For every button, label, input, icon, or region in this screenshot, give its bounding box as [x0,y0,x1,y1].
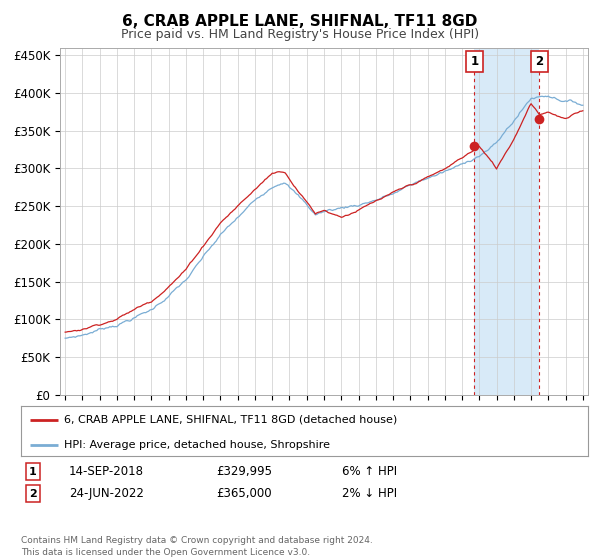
Text: £329,995: £329,995 [216,465,272,478]
Text: 1: 1 [29,466,37,477]
Text: 6, CRAB APPLE LANE, SHIFNAL, TF11 8GD: 6, CRAB APPLE LANE, SHIFNAL, TF11 8GD [122,14,478,29]
Text: 2: 2 [29,489,37,499]
Text: Contains HM Land Registry data © Crown copyright and database right 2024.
This d: Contains HM Land Registry data © Crown c… [21,536,373,557]
Text: 6% ↑ HPI: 6% ↑ HPI [342,465,397,478]
Text: 2: 2 [535,55,544,68]
Text: £365,000: £365,000 [216,487,272,501]
Text: 2% ↓ HPI: 2% ↓ HPI [342,487,397,501]
Text: HPI: Average price, detached house, Shropshire: HPI: Average price, detached house, Shro… [64,440,329,450]
Text: Price paid vs. HM Land Registry's House Price Index (HPI): Price paid vs. HM Land Registry's House … [121,28,479,41]
Text: 1: 1 [470,55,479,68]
Text: 6, CRAB APPLE LANE, SHIFNAL, TF11 8GD (detached house): 6, CRAB APPLE LANE, SHIFNAL, TF11 8GD (d… [64,414,397,424]
Text: 24-JUN-2022: 24-JUN-2022 [69,487,144,501]
Text: 14-SEP-2018: 14-SEP-2018 [69,465,144,478]
Bar [475,48,539,395]
